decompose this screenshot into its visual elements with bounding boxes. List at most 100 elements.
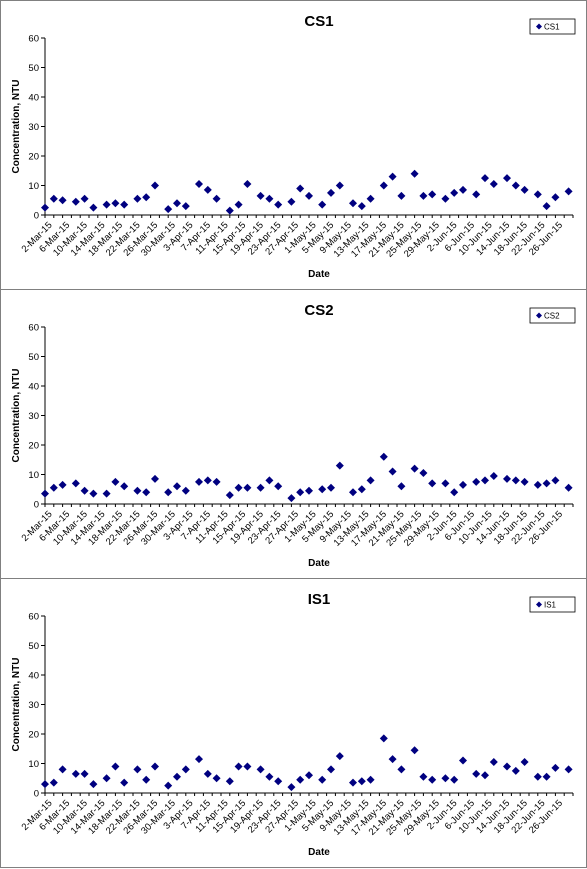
data-point-cs1 (520, 185, 529, 194)
data-point-is1 (120, 778, 129, 787)
data-point-is1 (520, 758, 529, 767)
y-axis-label: Concentration, NTU (11, 80, 22, 174)
data-point-is1 (151, 762, 159, 771)
legend-label: CS1 (544, 23, 560, 32)
data-point-cs2 (450, 488, 459, 497)
data-point-is1 (410, 746, 419, 755)
data-point-cs2 (472, 477, 481, 486)
y-tick-label: 0 (34, 789, 39, 800)
data-point-is1 (173, 772, 181, 781)
data-point-cs2 (419, 469, 428, 478)
data-point-cs1 (379, 181, 388, 190)
data-point-is1 (366, 775, 375, 784)
y-tick-label: 10 (28, 470, 39, 481)
data-point-is1 (80, 769, 89, 778)
data-point-is1 (164, 781, 173, 790)
y-tick-label: 30 (28, 700, 39, 711)
data-point-cs2 (274, 482, 283, 491)
data-point-cs2 (111, 477, 120, 486)
data-point-cs2 (379, 452, 388, 461)
data-point-cs1 (203, 185, 212, 194)
legend-marker (536, 312, 542, 319)
data-point-is1 (133, 765, 142, 774)
data-point-cs2 (564, 483, 573, 492)
y-tick-label: 60 (28, 612, 39, 623)
data-point-cs1 (542, 202, 551, 211)
data-point-cs1 (256, 191, 265, 200)
data-point-is1 (428, 775, 437, 784)
legend-box (529, 596, 576, 613)
data-point-is1 (142, 775, 151, 784)
data-point-cs1 (274, 200, 283, 209)
legend-marker (536, 23, 542, 30)
data-point-cs2 (49, 483, 58, 492)
data-point-cs1 (89, 203, 98, 212)
data-point-cs2 (243, 483, 252, 492)
data-point-cs1 (564, 187, 573, 196)
y-tick-label: 40 (28, 93, 39, 104)
data-point-cs2 (256, 483, 265, 492)
data-point-is1 (274, 777, 283, 786)
data-point-cs1 (181, 202, 190, 211)
data-point-cs2 (120, 482, 129, 491)
data-point-cs2 (225, 491, 234, 500)
data-point-cs1 (102, 200, 111, 209)
chart-panel-is1: IS1 Concentration, NTU Date 0 10 20 30 40 50 60 2-… (0, 578, 587, 868)
data-point-is1 (265, 772, 274, 781)
data-point-cs2 (142, 488, 151, 497)
chart-title: IS1 (308, 591, 331, 608)
data-point-cs2 (428, 479, 437, 488)
data-point-cs2 (133, 486, 142, 495)
data-point-cs2 (441, 479, 450, 488)
data-point-cs2 (212, 477, 221, 486)
data-point-is1 (195, 755, 203, 764)
data-point-is1 (296, 775, 305, 784)
data-point-cs1 (212, 194, 221, 203)
data-point-cs1 (265, 194, 274, 203)
y-tick-label: 30 (28, 122, 39, 133)
data-point-cs1 (410, 169, 419, 178)
data-point-is1 (212, 774, 221, 783)
y-axis-label: Concentration, NTU (11, 369, 22, 463)
y-tick-label: 10 (28, 759, 39, 770)
data-point-cs2 (349, 488, 357, 497)
y-tick-label: 20 (28, 152, 39, 163)
data-point-cs2 (203, 476, 212, 485)
data-point-cs2 (503, 474, 511, 483)
data-point-cs1 (173, 199, 181, 208)
chart-title: CS2 (304, 302, 333, 319)
data-point-is1 (256, 765, 265, 774)
legend-box (529, 307, 576, 324)
data-point-cs2 (296, 488, 305, 497)
data-point-is1 (459, 756, 467, 765)
data-point-cs1 (111, 199, 120, 208)
data-point-cs2 (234, 483, 243, 492)
data-point-cs1 (533, 190, 542, 199)
data-point-cs1 (388, 172, 397, 181)
data-point-cs2 (542, 479, 551, 488)
data-point-is1 (305, 771, 313, 780)
data-point-cs2 (305, 486, 313, 495)
data-point-cs2 (318, 485, 327, 494)
data-point-cs1 (58, 196, 67, 205)
data-point-is1 (287, 783, 296, 792)
data-point-cs2 (41, 489, 49, 498)
x-axis-label: Date (308, 269, 330, 280)
data-point-cs2 (164, 488, 173, 497)
legend-box (529, 18, 576, 35)
chart-panel-cs1: CS1 Concentration, NTU Date 0 10 20 30 40 50 60 2-… (0, 0, 587, 290)
data-point-is1 (551, 763, 560, 772)
data-point-cs1 (318, 200, 327, 209)
data-point-is1 (542, 772, 551, 781)
data-point-cs2 (181, 486, 190, 495)
x-axis-label: Date (308, 558, 330, 569)
data-point-cs1 (459, 185, 467, 194)
data-point-cs2 (89, 489, 98, 498)
data-point-is1 (318, 775, 327, 784)
data-point-is1 (481, 771, 489, 780)
data-point-is1 (327, 765, 335, 774)
data-point-cs2 (410, 464, 419, 473)
data-point-cs1 (41, 203, 49, 212)
y-tick-label: 60 (28, 323, 39, 334)
data-point-cs1 (296, 184, 305, 193)
